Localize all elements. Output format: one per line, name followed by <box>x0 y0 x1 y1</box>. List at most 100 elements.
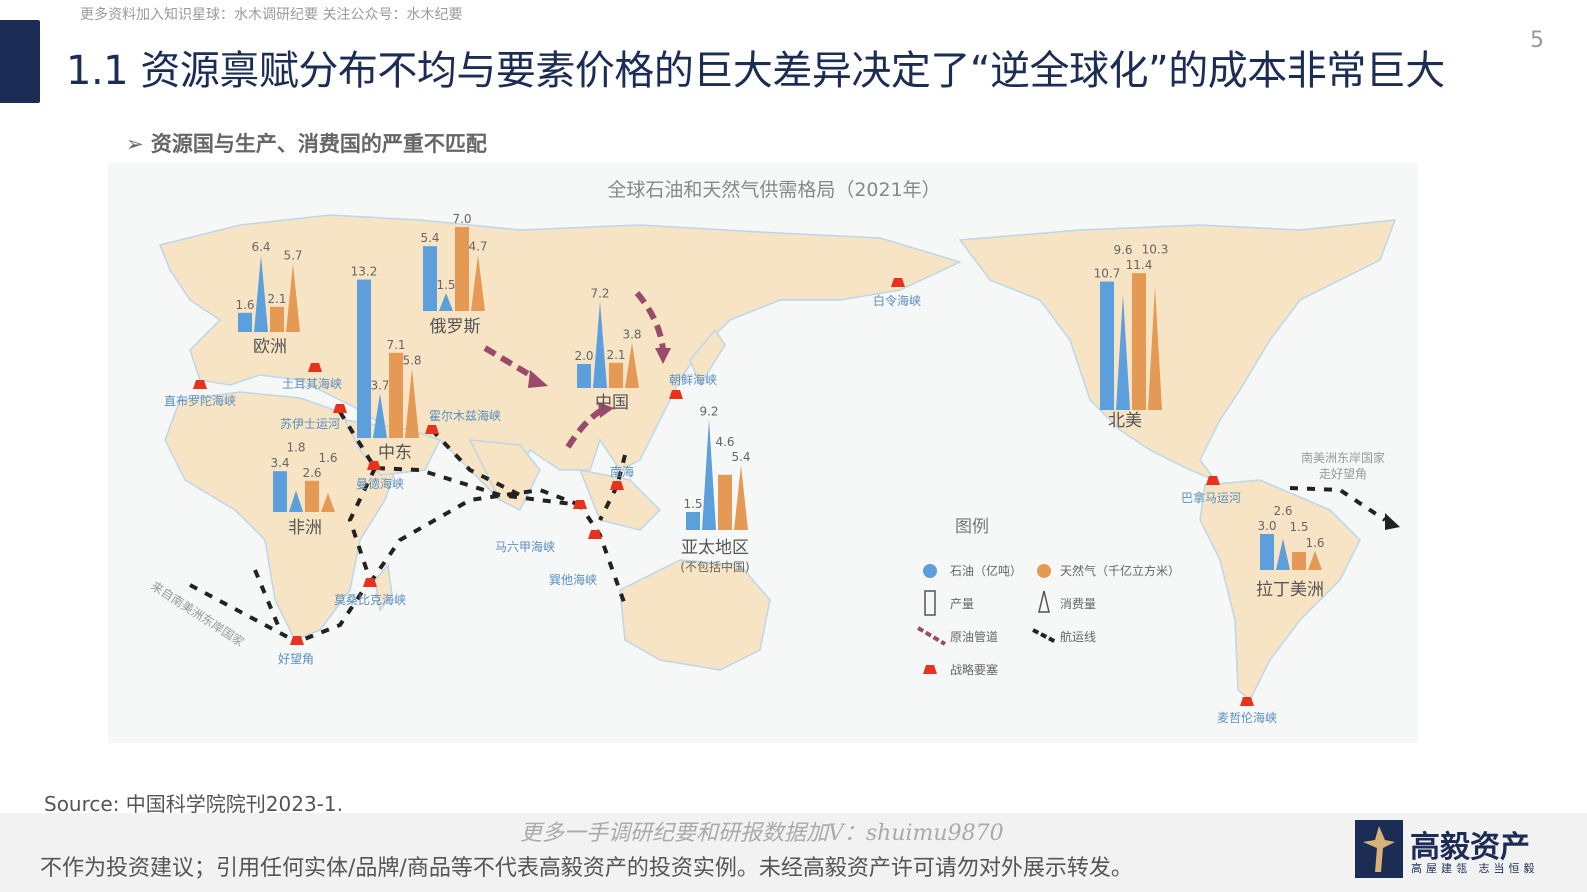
japan <box>689 328 726 387</box>
chokepoint: 霍尔木兹海峡 <box>425 408 501 434</box>
chokepoint-marker-icon <box>193 380 207 389</box>
chokepoint-label: 南海 <box>610 464 634 479</box>
value-label: 9.6 <box>1113 243 1132 257</box>
region-4: 3.4 2.6 1.8 1.6 非洲 <box>270 440 337 538</box>
chokepoint-marker-icon <box>425 425 439 434</box>
chokepoint-label: 直布罗陀海峡 <box>164 393 236 408</box>
value-label: 1.6 <box>318 451 337 465</box>
value-label: 3.8 <box>622 327 641 341</box>
value-label: 5.8 <box>402 353 421 367</box>
oil-production-bar <box>1260 534 1274 570</box>
value-label: 2.6 <box>302 466 321 480</box>
gas-production-bar <box>455 227 469 311</box>
value-label: 2.1 <box>267 292 286 306</box>
oil-production-bar <box>273 471 287 512</box>
chokepoint: 直布罗陀海峡 <box>164 380 236 408</box>
value-label: 1.5 <box>683 497 702 511</box>
page-title: 1.1 资源禀赋分布不均与要素价格的巨大差异决定了“逆全球化”的成本非常巨大 <box>66 48 1445 94</box>
gas-production-bar <box>1132 273 1146 410</box>
value-label: 7.0 <box>452 212 471 226</box>
map-legend: 图例 石油（亿吨） 天然气（千亿立方米） 产量 消费量 原油管道 航运线 战略要… <box>916 517 1180 677</box>
value-label: 4.6 <box>715 435 734 449</box>
value-label: 7.2 <box>590 287 609 301</box>
shipping-legend-icon <box>1032 628 1057 644</box>
gas-production-bar <box>305 480 319 512</box>
oil-consumption-triangle <box>702 419 716 530</box>
region-2: 7.0 5.4 4.7 1.5 俄罗斯 <box>420 212 487 337</box>
gas-consumption-triangle <box>405 368 419 438</box>
chokepoint-label: 朝鲜海峡 <box>669 372 717 387</box>
land-masses <box>158 214 1397 702</box>
chokepoint: 巴拿马运河 <box>1181 476 1241 505</box>
legend-consumption: 消费量 <box>1060 597 1096 611</box>
region-name: 中东 <box>378 443 412 463</box>
australia <box>619 559 771 671</box>
north-america <box>958 219 1397 482</box>
chokepoint-marker-icon <box>363 578 377 587</box>
chokepoint-marker-icon <box>669 390 683 399</box>
chokepoint: 莫桑比克海峡 <box>334 578 406 607</box>
chokepoint-label: 好望角 <box>278 652 314 666</box>
oil-consumption-triangle <box>254 255 268 332</box>
gas-consumption-triangle <box>321 492 335 512</box>
chokepoint-legend-icon <box>923 665 937 674</box>
value-label: 6.4 <box>251 240 270 254</box>
value-label: 5.7 <box>283 249 302 263</box>
chokepoint-marker-icon <box>610 481 624 490</box>
production-rect-icon <box>924 590 936 616</box>
value-label: 2.0 <box>574 349 593 363</box>
value-label: 1.8 <box>286 440 305 454</box>
region-name: 欧洲 <box>253 337 287 357</box>
value-label: 13.2 <box>351 265 378 279</box>
pipelines <box>483 291 666 449</box>
gas-consumption-triangle <box>625 342 639 388</box>
bullet-arrow-icon: ➢ <box>126 132 144 156</box>
value-label: 11.4 <box>1126 258 1153 272</box>
subtitle: ➢ 资源国与生产、消费国的严重不匹配 <box>126 128 487 158</box>
oil-production-bar <box>1100 281 1114 410</box>
value-label: 4.7 <box>468 240 487 254</box>
value-label: 1.6 <box>235 298 254 312</box>
chokepoint-marker-icon <box>290 636 304 645</box>
region-note: (不包括中国) <box>680 559 749 574</box>
value-label: 10.7 <box>1094 267 1121 281</box>
region-6: 11.4 10.7 10.3 9.6 北美 <box>1094 242 1169 431</box>
legend-production: 产量 <box>950 597 974 611</box>
chokepoint: 白令海峡 <box>873 278 921 308</box>
oil-consumption-triangle <box>593 301 607 388</box>
oil-consumption-triangle <box>1116 294 1130 410</box>
value-label: 10.3 <box>1142 242 1169 256</box>
chokepoint-label: 莫桑比克海峡 <box>334 592 406 607</box>
region-name: 俄罗斯 <box>430 317 481 337</box>
gas-consumption-triangle <box>1148 286 1162 410</box>
logo-slogan: 高屋建瓴 志当恒毅 <box>1411 862 1539 875</box>
oil-consumption-triangle <box>373 393 387 438</box>
chokepoint-label: 马六甲海峡 <box>495 539 555 554</box>
chokepoint: 麦哲伦海峡 <box>1217 697 1277 725</box>
oil-consumption-triangle <box>1276 538 1290 570</box>
gas-production-bar <box>718 474 732 530</box>
chokepoint-marker-icon <box>308 363 322 372</box>
pipeline-arrows <box>528 348 671 418</box>
value-label: 5.4 <box>420 231 439 245</box>
region-bars: 6.4 5.7 2.1 1.6 欧洲 13.2 7.15.8 3.7 中东 7.0 5.4 4.7 1.… <box>235 212 1324 600</box>
chokepoint: 巽他海峡 <box>549 530 602 587</box>
region-name: 非洲 <box>288 518 322 538</box>
value-label: 3.4 <box>270 456 289 470</box>
value-label: 1.5 <box>1289 520 1308 534</box>
region-7: 3.02.6 1.6 1.5 拉丁美洲 <box>1256 504 1325 600</box>
africa <box>164 391 396 641</box>
chokepoint: 南海 <box>610 464 634 490</box>
gas-production-bar <box>1292 552 1306 570</box>
disclaimer: 不作为投资建议；引用任何实体/品牌/商品等不代表高毅资产的投资实例。未经高毅资产… <box>40 856 1133 881</box>
region-1: 13.2 7.15.8 3.7 中东 <box>351 265 422 463</box>
oil-production-bar <box>686 512 700 530</box>
region-name: 北美 <box>1108 411 1142 431</box>
consumption-triangle-icon <box>1038 590 1050 613</box>
chokepoint-label: 巽他海峡 <box>549 572 597 587</box>
region-3: 7.2 3.8 2.1 2.0 中国 <box>574 287 641 413</box>
map-title: 全球石油和天然气供需格局（2021年） <box>607 179 940 201</box>
chokepoint-marker-icon <box>573 500 587 509</box>
oil-production-bar <box>577 364 591 388</box>
se-asia <box>578 468 662 531</box>
